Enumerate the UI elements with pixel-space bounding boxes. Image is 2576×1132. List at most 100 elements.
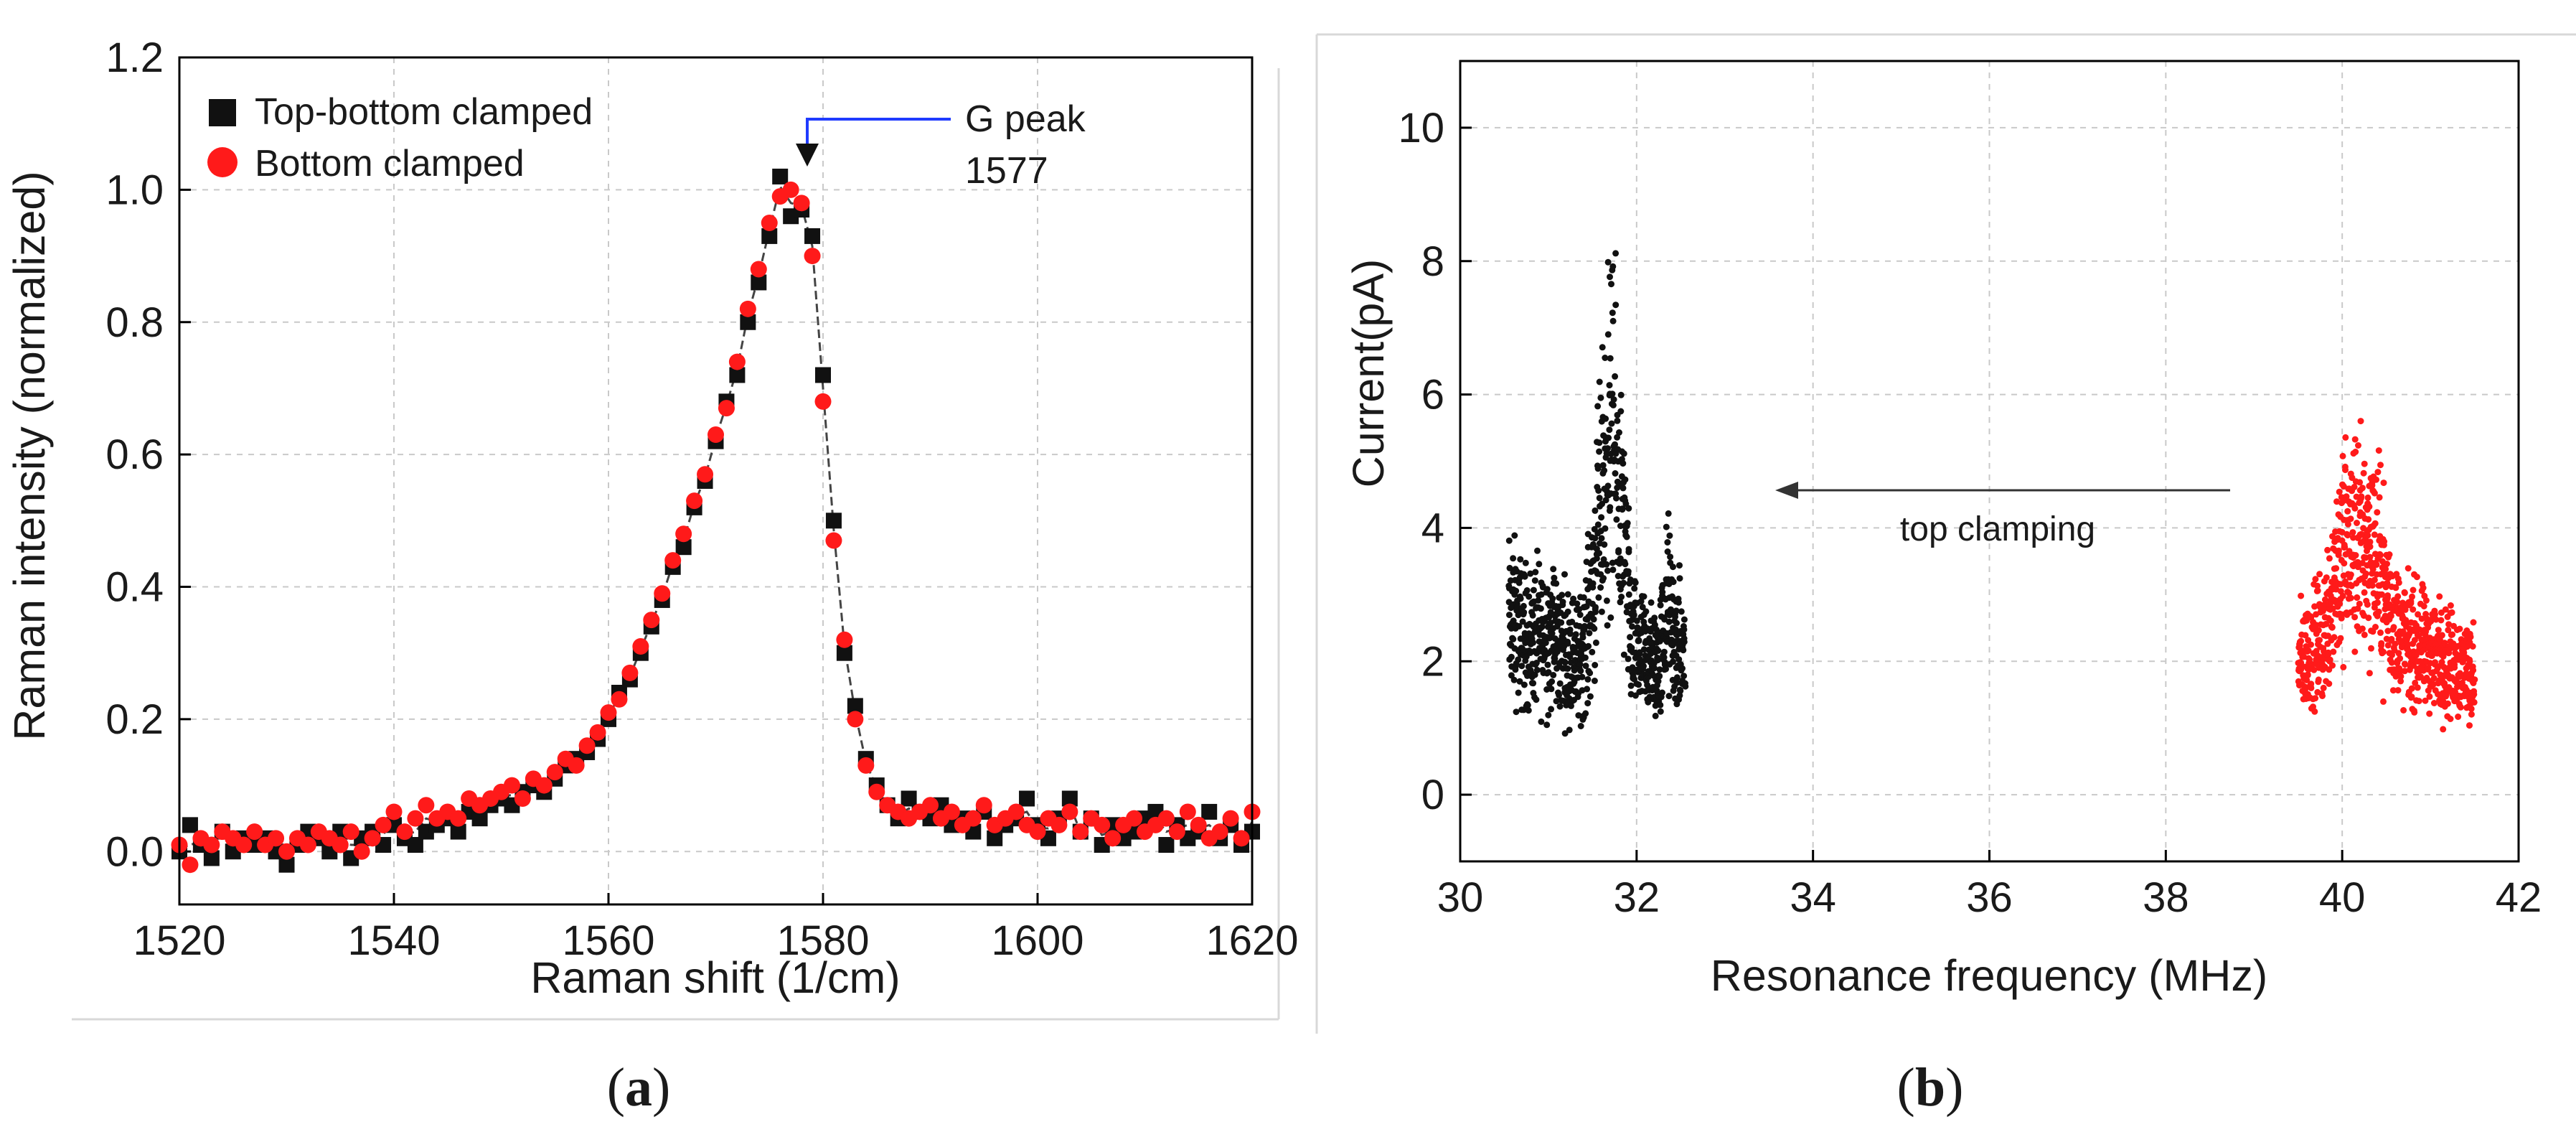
data-point bbox=[2376, 494, 2383, 501]
data-point bbox=[2344, 532, 2351, 539]
data-point bbox=[1561, 571, 1568, 578]
data-point bbox=[2389, 687, 2397, 694]
data-point bbox=[2394, 687, 2402, 694]
data-point bbox=[2369, 566, 2377, 573]
data-point bbox=[761, 228, 778, 244]
data-point bbox=[2329, 533, 2336, 540]
data-point bbox=[1664, 548, 1671, 555]
panel-a-ticks bbox=[178, 56, 1254, 904]
data-point bbox=[1618, 594, 1625, 600]
data-point bbox=[1574, 600, 1581, 607]
data-point bbox=[1545, 711, 1552, 719]
data-point bbox=[761, 214, 778, 231]
data-point bbox=[2305, 647, 2312, 654]
data-point bbox=[987, 830, 1003, 846]
data-point bbox=[514, 790, 531, 807]
data-point bbox=[2397, 678, 2405, 685]
data-point bbox=[1617, 523, 1624, 530]
data-point bbox=[1620, 460, 1627, 467]
data-point bbox=[1630, 612, 1637, 619]
data-point bbox=[2349, 529, 2356, 536]
x-tick-label: 40 bbox=[2319, 874, 2366, 921]
data-point bbox=[857, 757, 875, 774]
x-tick-label: 1560 bbox=[562, 917, 654, 964]
data-point bbox=[1551, 655, 1559, 662]
data-point bbox=[1640, 593, 1647, 600]
data-point bbox=[1050, 816, 1068, 833]
data-point bbox=[332, 836, 349, 853]
data-point bbox=[675, 539, 692, 556]
data-point bbox=[1513, 708, 1520, 716]
data-point bbox=[2335, 547, 2342, 554]
data-point bbox=[1660, 648, 1668, 655]
data-point bbox=[1533, 696, 1540, 703]
data-point bbox=[1550, 566, 1557, 573]
data-point bbox=[2432, 616, 2440, 623]
data-point bbox=[2298, 592, 2305, 599]
data-point bbox=[2346, 589, 2353, 597]
data-point bbox=[1524, 702, 1531, 708]
data-point bbox=[1640, 646, 1647, 653]
data-point bbox=[1523, 587, 1531, 594]
data-point bbox=[2323, 574, 2330, 581]
data-point bbox=[1655, 678, 1662, 685]
data-point bbox=[1666, 532, 1673, 539]
data-point bbox=[2311, 708, 2318, 715]
data-point bbox=[2342, 434, 2349, 441]
data-point bbox=[1612, 373, 1619, 380]
data-point bbox=[793, 195, 810, 212]
data-point bbox=[2457, 703, 2464, 711]
x-tick-label: 30 bbox=[1437, 874, 1484, 921]
data-point bbox=[2311, 666, 2318, 673]
data-point bbox=[450, 823, 466, 840]
data-point bbox=[1520, 681, 1528, 688]
data-point bbox=[1061, 803, 1078, 820]
panel-a-ylabel: Raman intensity (normalized) bbox=[5, 171, 54, 740]
data-point bbox=[2336, 488, 2343, 495]
data-point bbox=[1581, 654, 1589, 661]
series-black-resonance bbox=[1505, 250, 1689, 737]
data-point bbox=[1602, 415, 1609, 422]
data-point bbox=[1670, 658, 1676, 665]
data-point bbox=[643, 612, 660, 629]
data-point bbox=[1594, 521, 1602, 528]
g-peak-value: 1577 bbox=[965, 150, 1048, 192]
data-point bbox=[2380, 480, 2387, 487]
g-peak-annotation: G peak 1577 bbox=[796, 98, 1086, 192]
data-point bbox=[1616, 429, 1622, 436]
data-point bbox=[2329, 662, 2336, 669]
data-point bbox=[2432, 659, 2438, 666]
data-point bbox=[1598, 608, 1605, 615]
data-point bbox=[922, 797, 939, 814]
data-point bbox=[2400, 707, 2407, 714]
data-point bbox=[2438, 659, 2445, 665]
data-point bbox=[2384, 579, 2391, 586]
data-point bbox=[2384, 642, 2392, 649]
panel-a-fit-line bbox=[179, 184, 1254, 861]
data-point bbox=[2421, 637, 2428, 644]
data-point bbox=[1639, 604, 1646, 611]
data-point bbox=[268, 830, 285, 847]
data-point bbox=[975, 797, 992, 814]
data-point bbox=[1591, 625, 1598, 632]
y-tick-label: 6 bbox=[1421, 372, 1444, 418]
data-point bbox=[1664, 539, 1671, 546]
data-point bbox=[2401, 668, 2408, 675]
data-point bbox=[1651, 614, 1658, 622]
data-point bbox=[1635, 681, 1642, 688]
data-point bbox=[1670, 563, 1676, 571]
data-point bbox=[1616, 560, 1623, 567]
data-point bbox=[2369, 482, 2376, 489]
data-point bbox=[299, 836, 316, 853]
panel-b-caption: (b) bbox=[1897, 1057, 1964, 1118]
data-point bbox=[589, 724, 606, 741]
data-point bbox=[739, 300, 756, 317]
data-point bbox=[2326, 656, 2333, 663]
data-point bbox=[2364, 494, 2371, 501]
data-point bbox=[1536, 561, 1543, 568]
data-point bbox=[1680, 673, 1688, 680]
data-point bbox=[1544, 661, 1551, 668]
x-tick-label: 1620 bbox=[1205, 917, 1298, 964]
data-point bbox=[2356, 600, 2363, 607]
